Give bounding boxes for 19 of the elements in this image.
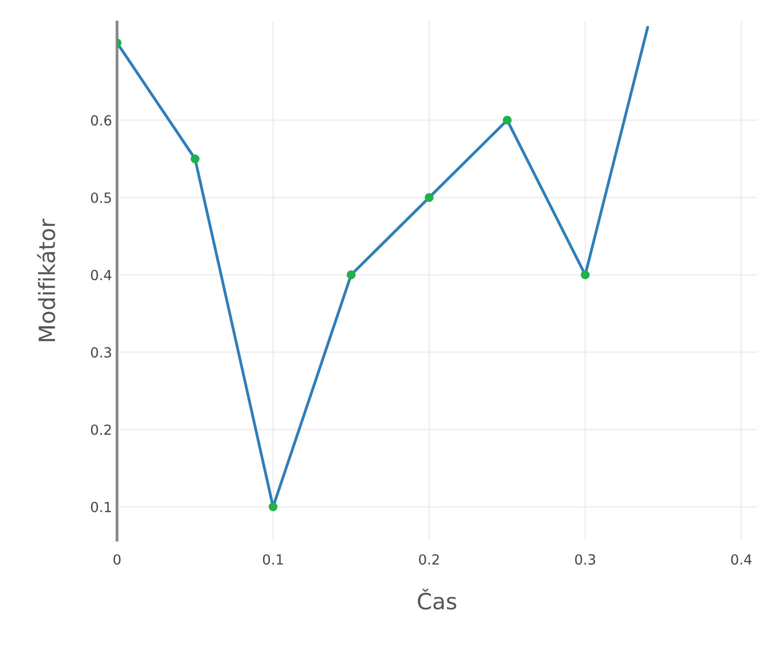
x-axis-title: Čas (418, 588, 456, 610)
y-tick-label: 0.5 (91, 192, 111, 203)
x-tick-label: 0.2 (419, 554, 439, 565)
point (190, 154, 200, 164)
point (424, 193, 434, 202)
y-tick-label: 0.6 (91, 115, 112, 126)
x-tick-label: 0.4 (731, 554, 752, 565)
point (346, 270, 356, 280)
y-tick-label: 0.1 (91, 502, 111, 512)
y-axis-title: Modifikátor (37, 218, 56, 342)
point (268, 502, 278, 512)
y-tick-label: 0.4 (91, 270, 112, 280)
point (502, 116, 512, 125)
x-tick-label: 0.3 (575, 554, 596, 565)
y-tick-label: 0.3 (91, 347, 112, 358)
x-tick-label: 0.1 (262, 554, 283, 565)
y-tick-label: 0.2 (91, 424, 111, 435)
point (580, 270, 590, 280)
x-tick-label: 0 (114, 554, 121, 565)
